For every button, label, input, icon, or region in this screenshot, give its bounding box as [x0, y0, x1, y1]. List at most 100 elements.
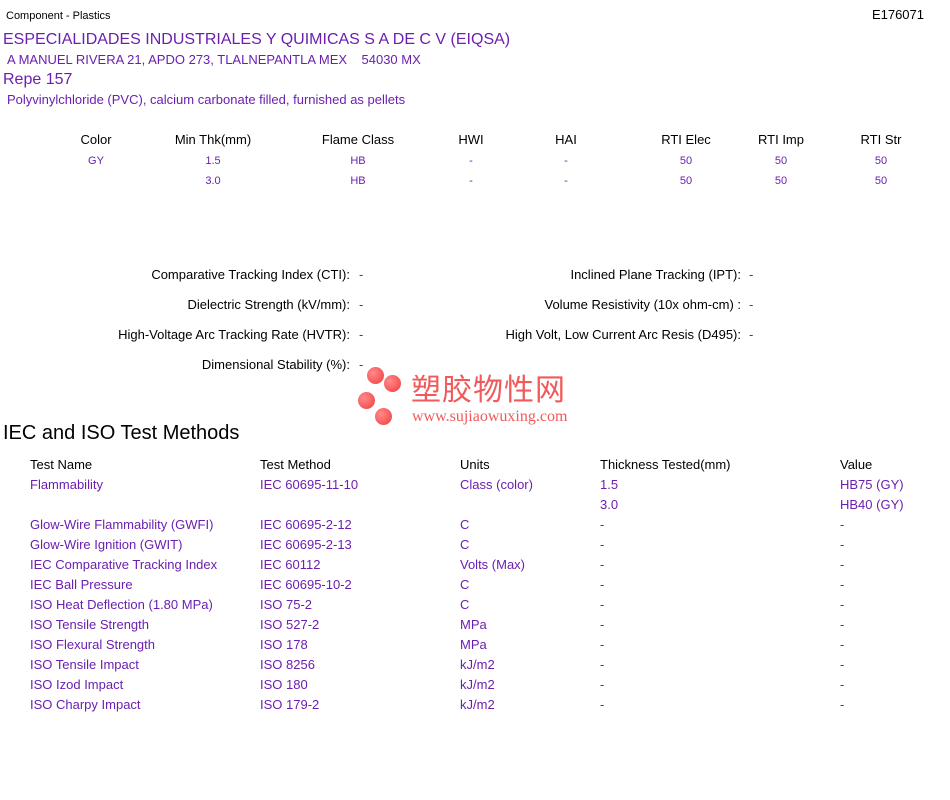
- column-header: HWI: [458, 132, 484, 147]
- watermark-dot-icon: [367, 367, 384, 384]
- property-value: -: [359, 267, 364, 282]
- table-cell: kJ/m2: [460, 657, 495, 672]
- column-header: Units: [460, 457, 490, 472]
- table-cell: -: [600, 577, 605, 592]
- property-value: -: [749, 327, 754, 342]
- table-cell: Glow-Wire Ignition (GWIT): [30, 537, 183, 552]
- property-label: Volume Resistivity (10x ohm-cm) :: [544, 297, 742, 312]
- table-cell: -: [600, 677, 605, 692]
- table-cell: ISO 75-2: [260, 597, 313, 612]
- column-header: RTI Str: [860, 132, 902, 147]
- table-cell: -: [840, 657, 845, 672]
- table-cell: 50: [874, 175, 888, 187]
- table-cell: -: [840, 677, 845, 692]
- column-header: RTI Imp: [758, 132, 804, 147]
- table-cell: -: [840, 557, 845, 572]
- property-label: Comparative Tracking Index (CTI):: [151, 267, 350, 282]
- table-cell: HB: [350, 175, 366, 187]
- table-cell: -: [600, 517, 605, 532]
- table-cell: IEC 60695-11-10: [260, 477, 359, 492]
- table-cell: Flammability: [30, 477, 103, 492]
- column-header: Color: [80, 132, 112, 147]
- table-cell: IEC 60695-2-12: [260, 517, 352, 532]
- table-cell: kJ/m2: [460, 697, 495, 712]
- table-cell: ISO 180: [260, 677, 308, 692]
- column-header: RTI Elec: [661, 132, 711, 147]
- table-cell: C: [460, 537, 470, 552]
- table-cell: Volts (Max): [460, 557, 526, 572]
- table-cell: ISO 179-2: [260, 697, 320, 712]
- table-cell: -: [840, 697, 845, 712]
- table-cell: IEC Comparative Tracking Index: [30, 557, 218, 572]
- product-description: Polyvinylchloride (PVC), calcium carbona…: [7, 92, 406, 107]
- watermark-dot-icon: [375, 408, 392, 425]
- table-cell: 3.0: [600, 497, 619, 512]
- watermark-text: 塑胶物性网: [411, 373, 566, 408]
- table-cell: -: [600, 697, 605, 712]
- column-header: Min Thk(mm): [174, 132, 252, 147]
- property-label: Dimensional Stability (%):: [201, 357, 350, 372]
- property-label: High-Voltage Arc Tracking Rate (HVTR):: [118, 327, 350, 342]
- iec-section-title: IEC and ISO Test Methods: [3, 422, 240, 444]
- table-cell: IEC 60695-2-13: [260, 537, 352, 552]
- column-header: Test Method: [260, 457, 331, 472]
- property-value: -: [359, 357, 364, 372]
- table-cell: IEC 60695-10-2: [260, 577, 352, 592]
- table-cell: -: [564, 175, 568, 187]
- column-header: Test Name: [30, 457, 93, 472]
- table-cell: HB: [350, 155, 366, 167]
- table-cell: C: [460, 597, 470, 612]
- table-cell: -: [469, 155, 473, 167]
- watermark-url: www.sujiaowuxing.com: [412, 408, 568, 425]
- table-cell: -: [840, 617, 845, 632]
- table-cell: MPa: [460, 617, 487, 632]
- table-cell: 1.5: [205, 155, 221, 167]
- table-cell: -: [600, 657, 605, 672]
- table-cell: -: [840, 597, 845, 612]
- table-cell: -: [469, 175, 473, 187]
- table-cell: C: [460, 517, 470, 532]
- property-value: -: [749, 297, 754, 312]
- table-cell: ISO Charpy Impact: [30, 697, 141, 712]
- table-cell: ISO Flexural Strength: [30, 637, 155, 652]
- table-cell: ISO Heat Deflection (1.80 MPa): [30, 597, 213, 612]
- table-cell: ISO 178: [260, 637, 308, 652]
- column-header: Value: [840, 457, 873, 472]
- table-cell: HB75 (GY): [840, 477, 904, 492]
- table-cell: ISO 527-2: [260, 617, 320, 632]
- property-label: Inclined Plane Tracking (IPT):: [570, 267, 741, 282]
- property-value: -: [359, 297, 364, 312]
- table-cell: GY: [88, 155, 104, 167]
- property-value: -: [749, 267, 754, 282]
- table-cell: -: [564, 155, 568, 167]
- table-cell: 50: [679, 175, 693, 187]
- property-label: Dielectric Strength (kV/mm):: [187, 297, 350, 312]
- file-number: E176071: [871, 7, 924, 22]
- table-cell: -: [840, 637, 845, 652]
- table-cell: MPa: [460, 637, 487, 652]
- table-cell: ISO Tensile Impact: [30, 657, 139, 672]
- category-label: Component - Plastics: [6, 10, 111, 22]
- table-cell: kJ/m2: [460, 677, 495, 692]
- company-name: ESPECIALIDADES INDUSTRIALES Y QUIMICAS S…: [3, 31, 511, 48]
- watermark-dot-icon: [358, 392, 375, 409]
- table-cell: -: [600, 537, 605, 552]
- table-cell: -: [840, 577, 845, 592]
- table-cell: C: [460, 577, 470, 592]
- table-cell: ISO 8256: [260, 657, 315, 672]
- table-cell: Class (color): [460, 477, 533, 492]
- table-cell: 3.0: [205, 175, 221, 187]
- table-cell: -: [600, 557, 605, 572]
- table-cell: -: [840, 517, 845, 532]
- column-header: HAI: [555, 132, 577, 147]
- table-cell: IEC 60112: [260, 557, 321, 572]
- table-cell: 50: [874, 155, 888, 167]
- company-address: A MANUEL RIVERA 21, APDO 273, TLALNEPANT…: [7, 52, 421, 67]
- table-cell: IEC Ball Pressure: [30, 577, 133, 592]
- table-cell: 50: [774, 175, 788, 187]
- table-cell: -: [840, 537, 845, 552]
- table-cell: HB40 (GY): [840, 497, 904, 512]
- table-cell: Glow-Wire Flammability (GWFI): [30, 517, 214, 532]
- property-value: -: [359, 327, 364, 342]
- column-header: Flame Class: [321, 132, 395, 147]
